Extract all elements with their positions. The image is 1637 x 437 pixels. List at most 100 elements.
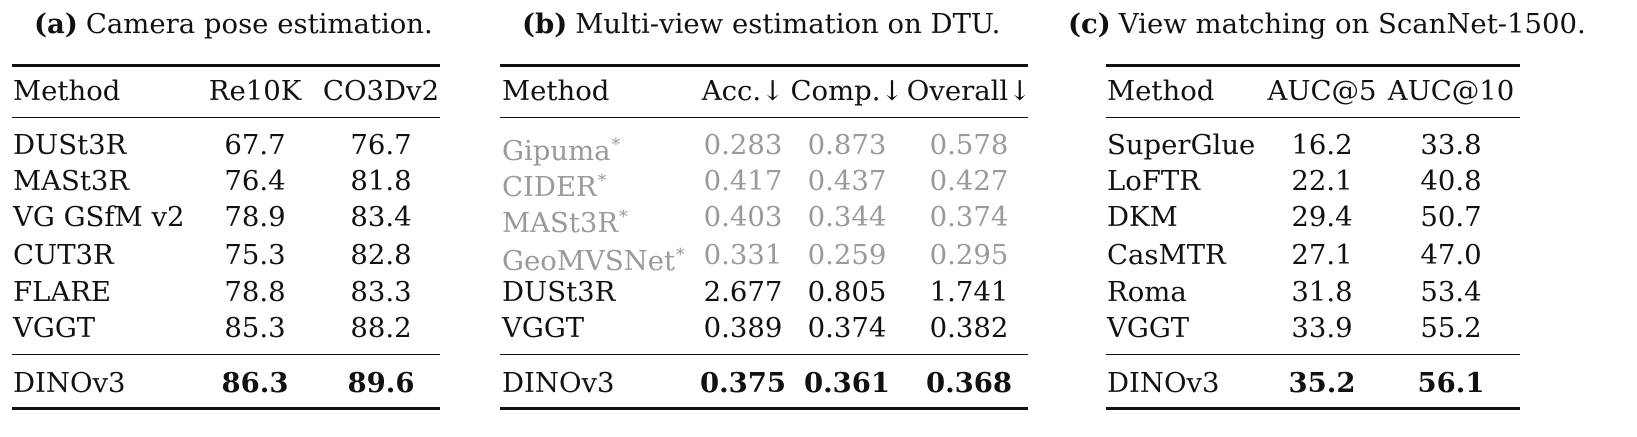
row-value: 0.403 (703, 201, 783, 233)
row-value: 0.578 (929, 129, 1009, 161)
row-method: VG GSfM v2 (13, 201, 185, 233)
row-method-muted: MASt3R* (502, 207, 628, 239)
final-row-value: 0.375 (699, 367, 787, 399)
row-method: Roma (1107, 276, 1187, 308)
row-value: 53.4 (1420, 276, 1482, 308)
top-rule (1106, 64, 1520, 67)
row-value: 0.382 (929, 312, 1009, 344)
header-comp: Comp.↓ (790, 75, 904, 107)
caption-tag: (a) (34, 8, 78, 40)
mid-rule (500, 354, 1028, 355)
row-method: CUT3R (13, 239, 114, 271)
row-value: 55.2 (1420, 312, 1482, 344)
row-value: 0.427 (929, 165, 1009, 197)
row-method: VGGT (1107, 312, 1190, 344)
header-rule (500, 117, 1028, 118)
row-value: 47.0 (1420, 239, 1482, 271)
row-value: 83.3 (350, 276, 412, 308)
final-row-value: 0.368 (925, 367, 1013, 399)
row-value: 0.389 (703, 312, 783, 344)
caption-tag: (b) (522, 8, 568, 40)
row-value: 33.8 (1420, 129, 1482, 161)
caption-title: Multi-view estimation on DTU. (575, 8, 1001, 40)
header-overall: Overall↓ (906, 75, 1032, 107)
final-row-value: 0.361 (803, 367, 891, 399)
row-method: LoFTR (1107, 165, 1200, 197)
caption-c: (c) View matching on ScanNet-1500. (1068, 6, 1586, 42)
caption-title: View matching on ScanNet-1500. (1118, 8, 1586, 40)
mid-rule (12, 354, 440, 355)
row-value: 82.8 (350, 239, 412, 271)
row-value: 0.331 (703, 239, 783, 271)
row-value: 33.9 (1291, 312, 1353, 344)
row-method: DUSt3R (502, 276, 616, 308)
header-method: Method (1107, 75, 1215, 107)
row-value: 27.1 (1291, 239, 1353, 271)
row-method: FLARE (13, 276, 111, 308)
row-value: 0.283 (703, 129, 783, 161)
row-value: 67.7 (224, 129, 286, 161)
row-value: 29.4 (1291, 201, 1353, 233)
row-method: VGGT (502, 312, 585, 344)
row-value: 0.295 (929, 239, 1009, 271)
header-re10k: Re10K (208, 75, 302, 107)
top-rule (500, 64, 1028, 67)
header-acc: Acc.↓ (701, 75, 785, 107)
final-row-method: DINOv3 (1107, 367, 1220, 399)
row-method: VGGT (13, 312, 96, 344)
header-rule (1106, 117, 1520, 118)
caption-a: (a) Camera pose estimation. (34, 6, 433, 42)
row-value: 0.344 (807, 201, 887, 233)
mid-rule (1106, 354, 1520, 355)
row-value: 0.374 (807, 312, 887, 344)
row-value: 16.2 (1291, 129, 1353, 161)
row-value: 50.7 (1420, 201, 1482, 233)
row-value: 2.677 (703, 276, 783, 308)
row-value: 40.8 (1420, 165, 1482, 197)
top-rule (12, 64, 440, 67)
row-value: 88.2 (350, 312, 412, 344)
header-rule (12, 117, 440, 118)
row-value: 78.8 (224, 276, 286, 308)
row-value: 78.9 (224, 201, 286, 233)
bottom-rule (1106, 407, 1520, 410)
row-method: SuperGlue (1107, 129, 1256, 161)
bottom-rule (500, 407, 1028, 410)
row-value: 76.4 (224, 165, 286, 197)
final-row-method: DINOv3 (13, 367, 126, 399)
final-row-value: 35.2 (1288, 367, 1356, 399)
header-method: Method (13, 75, 121, 107)
row-value: 83.4 (350, 201, 412, 233)
row-value: 31.8 (1291, 276, 1353, 308)
row-value: 0.805 (807, 276, 887, 308)
final-row-value: 56.1 (1417, 367, 1485, 399)
row-method: CasMTR (1107, 239, 1226, 271)
row-value: 0.374 (929, 201, 1009, 233)
header-auc10: AUC@10 (1387, 75, 1515, 107)
row-value: 0.259 (807, 239, 887, 271)
row-method-muted: CIDER* (502, 171, 607, 203)
row-value: 0.873 (807, 129, 887, 161)
header-auc5: AUC@5 (1267, 75, 1377, 107)
header-method: Method (502, 75, 610, 107)
caption-title: Camera pose estimation. (85, 8, 433, 40)
row-value: 0.437 (807, 165, 887, 197)
row-value: 85.3 (224, 312, 286, 344)
row-value: 0.417 (703, 165, 783, 197)
row-method-muted: Gipuma* (502, 135, 621, 167)
final-row-value: 89.6 (347, 367, 415, 399)
row-value: 81.8 (350, 165, 412, 197)
row-value: 22.1 (1291, 165, 1353, 197)
caption-tag: (c) (1068, 8, 1111, 40)
final-row-method: DINOv3 (502, 367, 615, 399)
row-method: DKM (1107, 201, 1178, 233)
row-method: DUSt3R (13, 129, 127, 161)
row-value: 1.741 (929, 276, 1009, 308)
row-value: 76.7 (350, 129, 412, 161)
header-co3dv2: CO3Dv2 (322, 75, 440, 107)
final-row-value: 86.3 (221, 367, 289, 399)
row-method-muted: GeoMVSNet* (502, 245, 685, 277)
bottom-rule (12, 407, 440, 410)
row-method: MASt3R (13, 165, 130, 197)
row-value: 75.3 (224, 239, 286, 271)
